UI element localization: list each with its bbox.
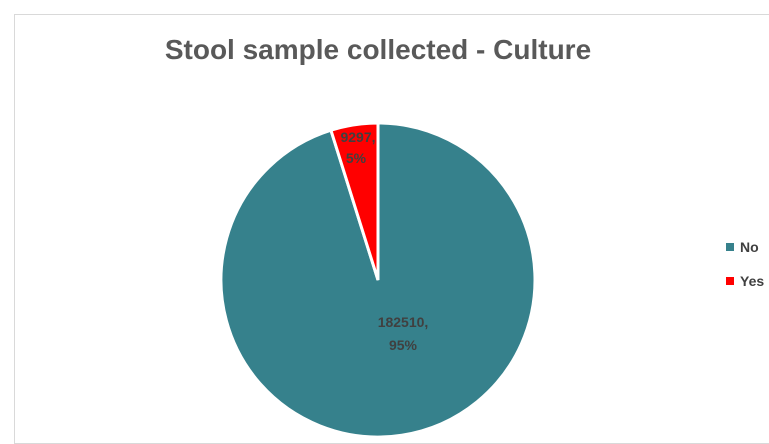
data-label-no-percent: 95% (389, 337, 418, 353)
data-label-yes-percent: 5% (346, 150, 367, 166)
legend: No Yes (726, 230, 764, 298)
legend-label-yes: Yes (740, 273, 764, 289)
legend-item-yes[interactable]: Yes (726, 264, 764, 298)
data-label-yes-value: 9297, (340, 129, 375, 145)
legend-label-no: No (740, 239, 759, 255)
legend-swatch-yes (726, 277, 734, 285)
legend-swatch-no (726, 243, 734, 251)
legend-item-no[interactable]: No (726, 230, 764, 264)
data-label-no-value: 182510, (378, 314, 429, 330)
